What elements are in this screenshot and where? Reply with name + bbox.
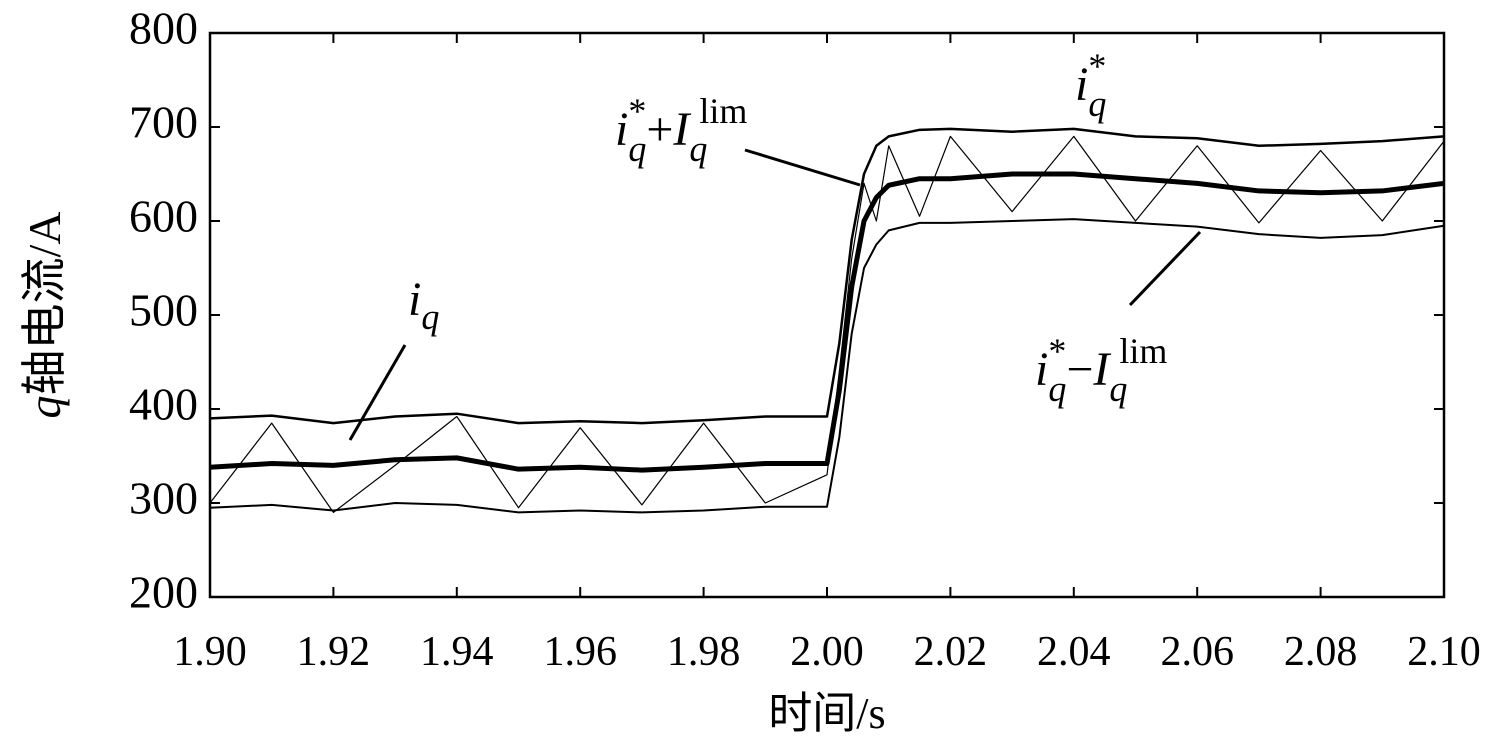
x-tick-label: 2.08 [1284, 629, 1358, 675]
annotation-part: * [628, 91, 646, 131]
leader-line [348, 344, 407, 441]
x-tick-label: 1.96 [543, 629, 617, 675]
y-label-part: 轴电流/A [19, 212, 70, 396]
series-line [209, 218, 1445, 514]
y-tick-label: 500 [129, 285, 198, 336]
series-line [209, 127, 1445, 425]
x-tick-label: 1.90 [173, 629, 247, 675]
annotation-part: q [421, 297, 439, 337]
annotation-part: + [646, 103, 673, 156]
annotation-part: q [1048, 369, 1066, 409]
plot-area [209, 127, 1445, 514]
x-tick-label: 2.06 [1160, 629, 1234, 675]
x-tick-label: 1.92 [297, 629, 371, 675]
annotation-part: * [1088, 46, 1106, 86]
x-tick-label: 1.98 [667, 629, 741, 675]
x-axis-label: 时间/s [768, 689, 885, 738]
y-axis-label: q轴电流/A [19, 212, 70, 419]
x-tick-label: 2.04 [1037, 629, 1111, 675]
y-tick-label: 800 [129, 3, 198, 54]
series-line [209, 171, 1445, 473]
annotation-part: i [615, 103, 628, 156]
x-tick-label: 2.10 [1407, 629, 1481, 675]
plot-frame [208, 31, 1446, 599]
annotation-part: − [1066, 343, 1093, 396]
y-tick-label: 600 [129, 191, 198, 242]
annotation-part: lim [1119, 331, 1167, 371]
y-tick-label: 700 [129, 97, 198, 148]
annotation-part: * [1048, 331, 1066, 371]
annotation-part: i [408, 273, 421, 326]
y-tick-label: 400 [129, 379, 198, 430]
y-tick-label: 200 [129, 567, 198, 618]
y-label-part: q [19, 396, 70, 419]
annotation-part: lim [699, 91, 747, 131]
series-line [209, 135, 1445, 513]
x-tick-label: 1.94 [420, 629, 494, 675]
annotation-part: I [672, 103, 691, 156]
leader-line [744, 148, 861, 187]
annotation-part: q [1088, 84, 1106, 124]
annotation: iq*−Iqlim [1035, 331, 1167, 409]
x-tick-label: 2.02 [914, 629, 988, 675]
annotation-part: I [1092, 343, 1111, 396]
annotation: iq [408, 273, 439, 337]
annotation-part: q [689, 129, 707, 169]
annotation-part: q [1109, 369, 1127, 409]
y-tick-label: 300 [129, 473, 198, 524]
leader-line [1128, 230, 1202, 307]
annotation-part: i [1075, 58, 1088, 111]
annotation-part: q [628, 129, 646, 169]
annotation: iq*+Iqlim [615, 91, 747, 169]
annotation-part: i [1035, 343, 1048, 396]
x-tick-label: 2.00 [790, 629, 864, 675]
annotation: iq* [1075, 46, 1106, 124]
